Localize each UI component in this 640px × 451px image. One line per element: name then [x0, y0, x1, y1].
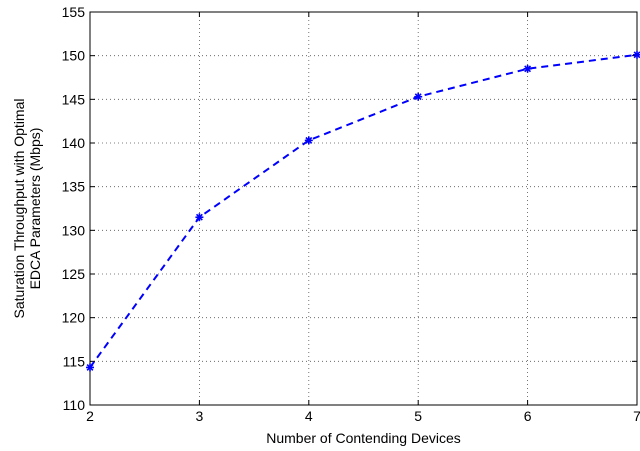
x-tick-label: 2 — [86, 408, 94, 424]
x-tick-labels: 2 3 4 5 6 7 — [86, 408, 640, 424]
y-tick-label: 120 — [62, 310, 86, 326]
y-axis-label: Saturation Throughput with Optimal EDCA … — [11, 99, 43, 319]
y-tick-label: 115 — [63, 353, 86, 369]
x-tick-label: 5 — [414, 408, 422, 424]
data-point-marker — [633, 50, 640, 59]
ticks — [89, 11, 638, 406]
y-tick-label: 140 — [62, 135, 86, 151]
grid — [90, 12, 637, 405]
y-tick-label: 135 — [62, 179, 86, 195]
data-point-marker — [304, 136, 313, 145]
y-tick-label: 155 — [62, 4, 86, 20]
y-axis-label-line-1: Saturation Throughput with Optimal — [11, 99, 27, 319]
series-line — [89, 53, 638, 369]
y-tick-labels: 110 115 120 125 130 135 140 145 150 155 — [62, 4, 86, 413]
y-tick-label: 130 — [62, 222, 86, 238]
x-axis-label: Number of Contending Devices — [266, 430, 461, 446]
plot-frame — [89, 11, 638, 406]
data-point-marker — [523, 64, 532, 73]
data-point-marker — [414, 92, 423, 101]
data-point-marker — [195, 213, 204, 222]
x-tick-label: 6 — [524, 408, 532, 424]
x-tick-label: 7 — [633, 408, 640, 424]
series — [86, 50, 640, 372]
data-point-marker — [86, 363, 94, 372]
y-tick-label: 125 — [62, 266, 86, 282]
x-tick-label: 3 — [196, 408, 204, 424]
y-tick-label: 150 — [62, 48, 86, 64]
y-axis-label-line-2: EDCA Parameters (Mbps) — [27, 128, 43, 290]
y-tick-label: 145 — [62, 91, 86, 107]
y-tick-label: 110 — [63, 397, 86, 413]
x-tick-label: 4 — [305, 408, 313, 424]
